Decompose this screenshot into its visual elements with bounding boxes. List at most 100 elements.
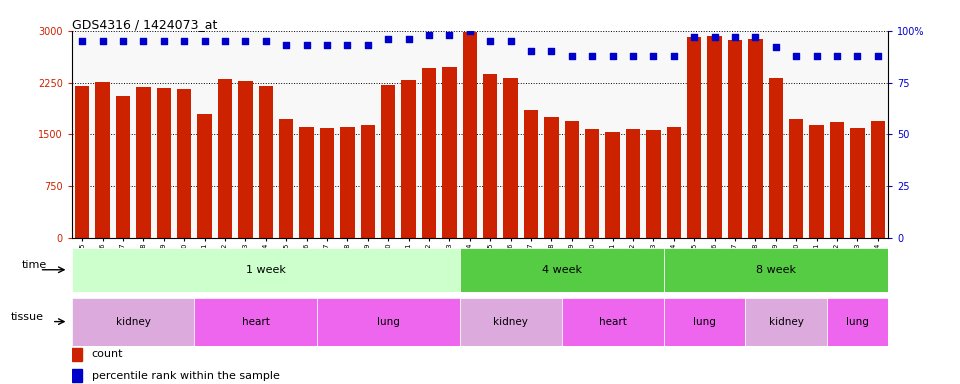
Point (197, 38, 212, 44)
Text: tissue: tissue (11, 312, 44, 322)
Text: count: count (91, 349, 123, 359)
Bar (300, 127, 314, 238)
Point (320, 42, 335, 48)
Bar (218, 79, 232, 238)
Bar (524, 110, 539, 238)
Bar (279, 119, 294, 238)
Point (340, 42, 355, 48)
Bar (827, 298, 888, 346)
Bar (745, 298, 827, 346)
Text: GDS4316 / 1424073_at: GDS4316 / 1424073_at (72, 18, 217, 31)
Bar (317, 298, 460, 346)
Point (75, 38, 90, 44)
Bar (769, 78, 783, 238)
Bar (463, 32, 477, 238)
Point (850, 53, 865, 59)
Point (258, 38, 274, 44)
Text: lung: lung (376, 316, 399, 327)
Point (605, 53, 620, 59)
Text: time: time (21, 260, 47, 270)
Bar (72, 348, 82, 361)
Bar (320, 128, 334, 238)
Point (748, 34, 763, 40)
Point (523, 48, 539, 55)
Bar (72, 369, 82, 382)
Bar (177, 89, 191, 238)
Bar (198, 114, 212, 238)
Point (421, 32, 437, 38)
Bar (871, 121, 885, 238)
Bar (116, 96, 131, 238)
Point (177, 38, 192, 44)
Text: lung: lung (846, 316, 869, 327)
Text: heart: heart (242, 316, 270, 327)
Text: 8 week: 8 week (756, 265, 796, 275)
Text: heart: heart (599, 316, 627, 327)
Point (503, 38, 518, 44)
Point (666, 53, 682, 59)
Bar (258, 86, 273, 238)
Point (809, 53, 825, 59)
Bar (483, 74, 497, 238)
Point (401, 36, 417, 42)
Bar (663, 298, 745, 346)
Point (707, 34, 722, 40)
Point (728, 34, 743, 40)
Point (95, 38, 110, 44)
Text: kidney: kidney (116, 316, 151, 327)
Point (768, 44, 783, 50)
Bar (829, 122, 844, 238)
Bar (851, 128, 865, 238)
Point (543, 48, 559, 55)
Bar (381, 84, 396, 238)
Bar (646, 130, 660, 238)
Bar (663, 248, 888, 292)
Point (870, 53, 885, 59)
Bar (421, 68, 436, 238)
Text: 1 week: 1 week (246, 265, 286, 275)
Point (238, 38, 253, 44)
Point (462, 28, 477, 34)
Point (156, 38, 172, 44)
Point (217, 38, 232, 44)
Text: 4 week: 4 week (541, 265, 582, 275)
Point (115, 38, 131, 44)
Bar (443, 67, 457, 238)
Bar (748, 39, 762, 238)
Bar (809, 125, 824, 238)
Bar (72, 298, 194, 346)
Bar (503, 78, 517, 238)
Text: lung: lung (693, 316, 716, 327)
Bar (728, 40, 742, 238)
Bar (562, 298, 663, 346)
Bar (666, 127, 681, 238)
Point (442, 32, 457, 38)
Bar (194, 298, 317, 346)
Point (585, 53, 600, 59)
Bar (708, 36, 722, 238)
Point (380, 36, 396, 42)
Bar (789, 119, 804, 238)
Bar (460, 248, 663, 292)
Point (646, 53, 661, 59)
Bar (460, 298, 562, 346)
Bar (361, 126, 375, 238)
Bar (75, 86, 89, 238)
Point (360, 42, 375, 48)
Bar (687, 37, 702, 238)
Text: percentile rank within the sample: percentile rank within the sample (91, 371, 279, 381)
Point (564, 53, 580, 59)
Bar (72, 248, 460, 292)
Bar (401, 81, 416, 238)
Point (829, 53, 845, 59)
Point (278, 42, 294, 48)
Bar (606, 132, 620, 238)
Point (299, 42, 314, 48)
Text: kidney: kidney (769, 316, 804, 327)
Bar (136, 87, 151, 238)
Point (135, 38, 151, 44)
Bar (238, 81, 252, 238)
Point (788, 53, 804, 59)
Bar (340, 127, 354, 238)
Bar (544, 117, 559, 238)
